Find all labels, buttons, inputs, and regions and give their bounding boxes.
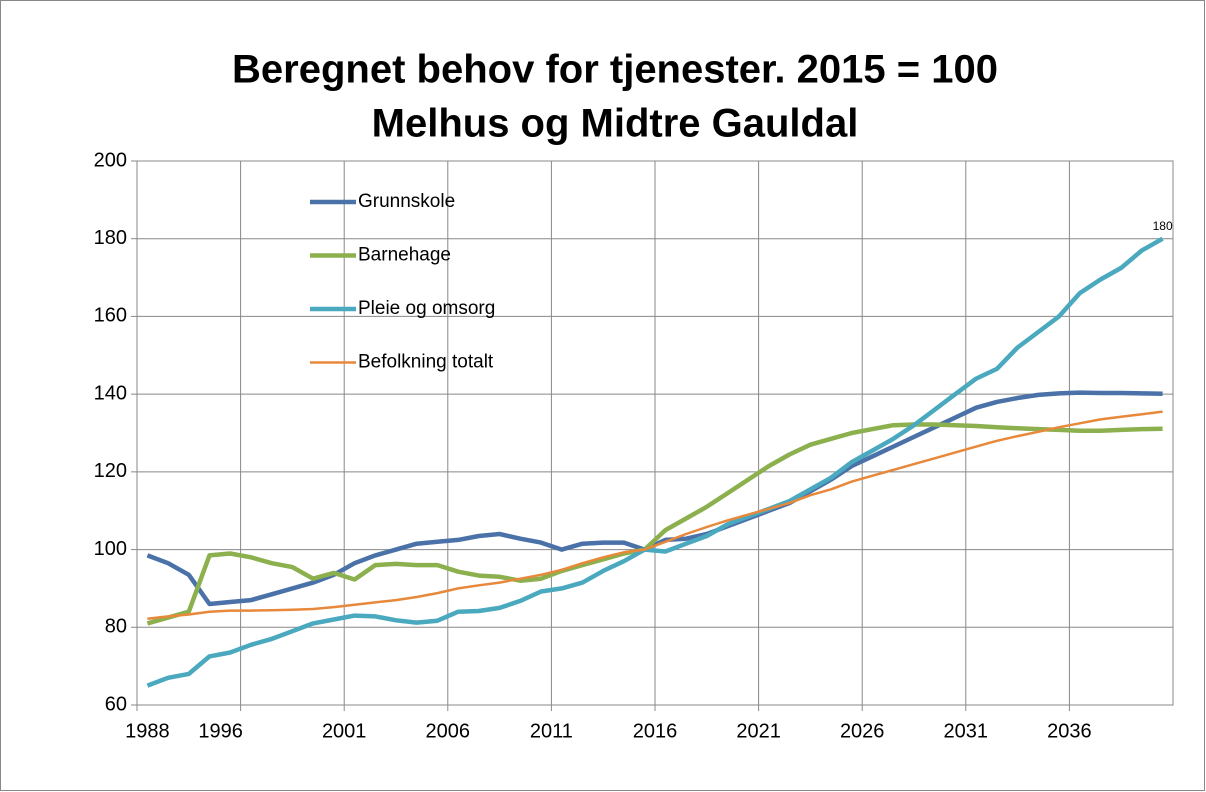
y-tick-label: 60: [105, 693, 127, 715]
series-line: [147, 410, 1163, 620]
chart-title: Beregnet behov for tjenester. 2015 = 100: [232, 48, 998, 92]
legend-label: Barnehage: [358, 245, 451, 266]
x-tick-label: 2021: [736, 720, 781, 742]
y-tick-label: 200: [94, 149, 127, 171]
y-tick-label: 80: [105, 616, 127, 638]
y-tick-label: 160: [94, 305, 127, 327]
series-line: [146, 422, 1163, 626]
y-tick-label: 140: [94, 382, 127, 404]
x-tick-label: 2031: [944, 720, 989, 742]
x-tick-label: 1988: [125, 720, 170, 742]
x-tick-label: 2011: [530, 720, 573, 742]
x-tick-label: 2026: [840, 720, 885, 742]
y-tick-label: 100: [94, 538, 127, 560]
y-tick-label: 180: [94, 227, 127, 249]
x-tick-label: 2016: [633, 720, 678, 742]
x-tick-label: 2036: [1047, 720, 1092, 742]
x-tick-label: 2006: [426, 720, 471, 742]
data-label: 180: [1153, 219, 1173, 233]
chart-subtitle: Melhus og Midtre Gauldal: [372, 102, 859, 146]
x-tick-label: 1996: [198, 720, 243, 742]
x-tick-label: 2001: [322, 720, 367, 742]
y-tick-label: 120: [94, 460, 127, 482]
legend-label: Befolkning totalt: [358, 352, 494, 373]
legend-label: Grunnskole: [358, 191, 455, 212]
legend-label: Pleie og omsorg: [358, 298, 495, 319]
series-line: [146, 236, 1164, 688]
plot-frame: [136, 160, 1174, 706]
